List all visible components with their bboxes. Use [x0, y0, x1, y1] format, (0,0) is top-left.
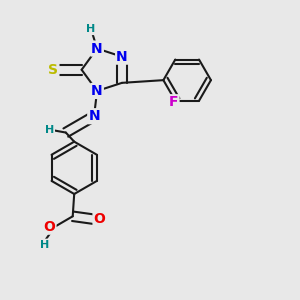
Text: N: N [88, 109, 100, 123]
Text: N: N [91, 84, 103, 98]
Text: N: N [91, 41, 103, 56]
Text: S: S [48, 63, 59, 77]
Text: O: O [44, 220, 56, 234]
Text: O: O [94, 212, 105, 226]
Text: F: F [169, 95, 178, 109]
Text: H: H [86, 24, 96, 34]
Text: H: H [45, 124, 54, 135]
Text: N: N [116, 50, 128, 64]
Text: H: H [40, 239, 49, 250]
